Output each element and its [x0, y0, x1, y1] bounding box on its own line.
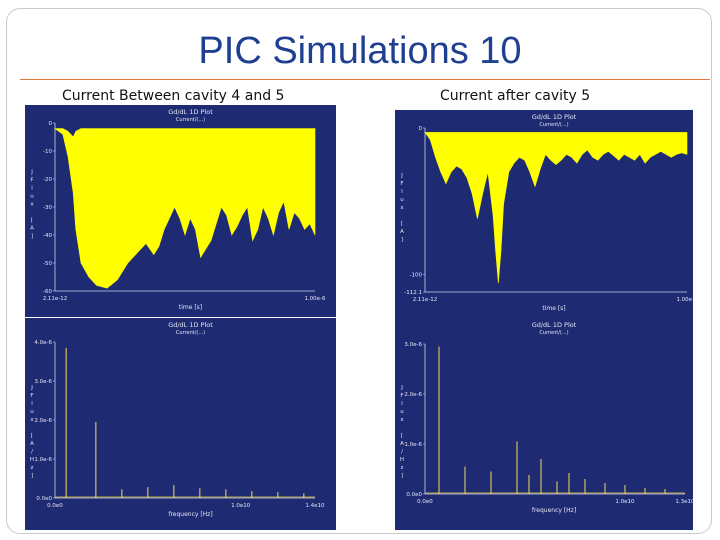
x-tick-label: 1.4e10 [305, 503, 325, 509]
y-axis-label-char: l [401, 189, 403, 195]
y-axis-label-char: ] [401, 473, 403, 479]
y-tick-label: 0.0e0 [36, 496, 52, 502]
y-tick-label: 3.0e-6 [34, 379, 52, 385]
y-axis-label-char: ] [31, 473, 33, 479]
plot-panel-top-left: Gd/dL 1D Plot Current/(...) 0 -10 -20 -30 -40 -… [25, 105, 336, 317]
y-tick-label: -60 [43, 289, 52, 295]
slide-title: PIC Simulations 10 [198, 30, 522, 72]
y-axis-label-char: u [400, 197, 404, 203]
x-tick-label: 1.3e10 [675, 499, 693, 505]
plot-subtitle: Current/(...) [176, 330, 205, 336]
x-axis-label: frequency [Hz] [168, 511, 212, 518]
y-tick-label: 2.0e-6 [404, 392, 422, 398]
plot-panel-bottom-right: Gd/dL 1D Plot Current/(...) 3.0e-6 2.0e-6 1.… [395, 318, 693, 530]
y-axis-label-char: z [31, 465, 34, 471]
y-tick-label: -40 [43, 233, 52, 239]
x-tick-label: 1.00e-6 [304, 296, 326, 302]
y-axis-label-char: F [400, 393, 403, 399]
y-axis-label-char: u [400, 409, 404, 415]
y-tick-label: 2.0e-6 [34, 418, 52, 424]
x-tick-label: 1.0e10 [231, 503, 251, 509]
y-tick-label: -10 [43, 149, 52, 155]
y-tick-label: -100 [410, 272, 423, 278]
y-axis-label-char: [ [31, 433, 33, 439]
y-axis-label-char: J [400, 385, 403, 391]
y-axis-label-char: J [30, 169, 33, 175]
y-axis-label-char: / [401, 449, 403, 455]
y-axis-label-char: l [31, 185, 33, 191]
y-axis-label-char: [ [401, 221, 403, 227]
x-tick-label: 1.0e10 [615, 499, 635, 505]
current-signal-area [54, 128, 316, 289]
plot-panel-top-right: Gd/dL 1D Plot Current/(...) 0 -100 -112.1 2.1… [395, 110, 693, 318]
y-axis-label-char: ] [31, 233, 33, 239]
plot-title: Gd/dL 1D Plot [532, 113, 577, 121]
x-tick-label: 1.00e-6 [676, 297, 693, 303]
x-axis-label: frequency [Hz] [532, 507, 576, 514]
y-tick-label: 0 [49, 121, 53, 127]
x-tick-label: 0.0e0 [417, 499, 433, 505]
y-axis-label-char: / [31, 449, 33, 455]
y-axis-label-char: F [30, 393, 33, 399]
y-tick-label: 0 [419, 126, 423, 132]
x-tick-label: 2.11e-12 [413, 297, 438, 303]
x-axis-label: time [s] [179, 304, 202, 311]
y-tick-label: -30 [43, 205, 52, 211]
plot-subtitle: Current/(...) [539, 122, 568, 128]
y-axis-label-char: F [400, 181, 403, 187]
y-axis-label-char: F [30, 177, 33, 183]
y-axis-label-char: ] [401, 237, 403, 243]
x-tick-label: 0.0e0 [47, 503, 63, 509]
y-tick-label: 1.0e-6 [34, 457, 52, 463]
x-tick-label: 2.11e-12 [43, 296, 68, 302]
plot-panel-bottom-left: Gd/dL 1D Plot Current/(...) 4.0e-6 3.0e-6 2.… [25, 318, 336, 530]
plot-subtitle: Current/(...) [176, 117, 205, 123]
y-axis-label-char: x [400, 205, 404, 211]
y-axis-label-char: H [400, 457, 404, 463]
y-axis-label-char: x [30, 201, 34, 207]
y-tick-label: -112.1 [404, 290, 422, 296]
y-axis-label-char: [ [401, 433, 403, 439]
y-tick-label: 1.0e-6 [404, 442, 422, 448]
y-axis-label-char: u [30, 409, 34, 415]
y-axis-label-char: A [400, 229, 404, 235]
y-axis-label-char: A [30, 441, 34, 447]
y-tick-label: 3.0e-6 [404, 342, 422, 348]
left-caption: Current Between cavity 4 and 5 [62, 88, 285, 104]
y-tick-label: 0.0e0 [406, 492, 422, 498]
y-axis-label-char: A [30, 225, 34, 231]
title-divider [20, 79, 710, 80]
y-tick-label: -50 [43, 261, 52, 267]
y-axis-label-char: J [30, 385, 33, 391]
x-axis-label: time [s] [542, 305, 565, 312]
y-axis-label-char: l [401, 401, 403, 407]
y-tick-label: -20 [43, 177, 52, 183]
current-signal-area [424, 132, 688, 284]
y-axis-label-char: x [30, 417, 34, 423]
right-caption: Current after cavity 5 [440, 88, 591, 104]
plot-title: Gd/dL 1D Plot [168, 321, 213, 329]
plot-title: Gd/dL 1D Plot [532, 321, 577, 329]
y-axis-label-char: A [400, 441, 404, 447]
slide-frame [6, 8, 712, 534]
y-axis-label-char: l [31, 401, 33, 407]
y-axis-label-char: [ [31, 217, 33, 223]
y-axis-label-char: J [400, 173, 403, 179]
y-axis-label-char: x [400, 417, 404, 423]
y-axis-label-char: u [30, 193, 34, 199]
y-axis-label-char: z [401, 465, 404, 471]
y-tick-label: 4.0e-6 [34, 340, 52, 346]
y-axis-label-char: H [30, 457, 34, 463]
plot-subtitle: Current/(...) [539, 330, 568, 336]
plot-title: Gd/dL 1D Plot [168, 108, 213, 116]
